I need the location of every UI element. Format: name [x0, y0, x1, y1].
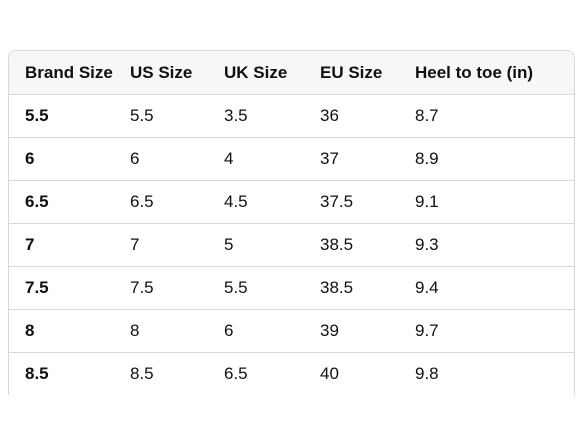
cell-us-size: 6 — [130, 137, 224, 181]
cell-heel-to-toe: 9.4 — [415, 266, 574, 310]
cell-brand-size: 5.5 — [9, 94, 130, 138]
cell-eu-size: 40 — [320, 352, 415, 395]
cell-eu-size: 38.5 — [320, 266, 415, 310]
cell-heel-to-toe: 9.3 — [415, 223, 574, 267]
cell-brand-size: 6 — [9, 137, 130, 181]
header-row: Brand Size US Size UK Size EU Size Heel … — [9, 51, 574, 95]
cell-heel-to-toe: 9.7 — [415, 309, 574, 353]
table-row: 7.5 7.5 5.5 38.5 9.4 — [9, 266, 574, 310]
table-row: 6.5 6.5 4.5 37.5 9.1 — [9, 180, 574, 224]
table-header: Brand Size US Size UK Size EU Size Heel … — [9, 51, 574, 95]
size-table: Brand Size US Size UK Size EU Size Heel … — [9, 51, 574, 395]
cell-eu-size: 37.5 — [320, 180, 415, 224]
header-brand-size: Brand Size — [9, 51, 130, 95]
cell-us-size: 7.5 — [130, 266, 224, 310]
table-row: 8.5 8.5 6.5 40 9.8 — [9, 352, 574, 395]
cell-brand-size: 8 — [9, 309, 130, 353]
cell-uk-size: 4.5 — [224, 180, 320, 224]
cell-uk-size: 3.5 — [224, 94, 320, 138]
cell-eu-size: 39 — [320, 309, 415, 353]
table-row: 7 7 5 38.5 9.3 — [9, 223, 574, 267]
cell-eu-size: 38.5 — [320, 223, 415, 267]
cell-heel-to-toe: 9.8 — [415, 352, 574, 395]
cell-eu-size: 36 — [320, 94, 415, 138]
cell-uk-size: 6.5 — [224, 352, 320, 395]
cell-heel-to-toe: 9.1 — [415, 180, 574, 224]
cell-us-size: 8.5 — [130, 352, 224, 395]
cell-heel-to-toe: 8.7 — [415, 94, 574, 138]
cell-eu-size: 37 — [320, 137, 415, 181]
table-row: 5.5 5.5 3.5 36 8.7 — [9, 94, 574, 138]
cell-us-size: 8 — [130, 309, 224, 353]
header-eu-size: EU Size — [320, 51, 415, 95]
cell-uk-size: 6 — [224, 309, 320, 353]
cell-brand-size: 6.5 — [9, 180, 130, 224]
table-body: 5.5 5.5 3.5 36 8.7 6 6 4 37 8.9 6.5 6.5 … — [9, 94, 574, 395]
table-row: 8 8 6 39 9.7 — [9, 309, 574, 353]
cell-us-size: 5.5 — [130, 94, 224, 138]
size-chart-table: Brand Size US Size UK Size EU Size Heel … — [8, 50, 575, 395]
table-row: 6 6 4 37 8.9 — [9, 137, 574, 181]
cell-us-size: 6.5 — [130, 180, 224, 224]
cell-brand-size: 7.5 — [9, 266, 130, 310]
cell-brand-size: 8.5 — [9, 352, 130, 395]
cell-us-size: 7 — [130, 223, 224, 267]
header-us-size: US Size — [130, 51, 224, 95]
cell-uk-size: 5 — [224, 223, 320, 267]
header-heel-to-toe: Heel to toe (in) — [415, 51, 574, 95]
cell-heel-to-toe: 8.9 — [415, 137, 574, 181]
cell-brand-size: 7 — [9, 223, 130, 267]
cell-uk-size: 5.5 — [224, 266, 320, 310]
cell-uk-size: 4 — [224, 137, 320, 181]
header-uk-size: UK Size — [224, 51, 320, 95]
